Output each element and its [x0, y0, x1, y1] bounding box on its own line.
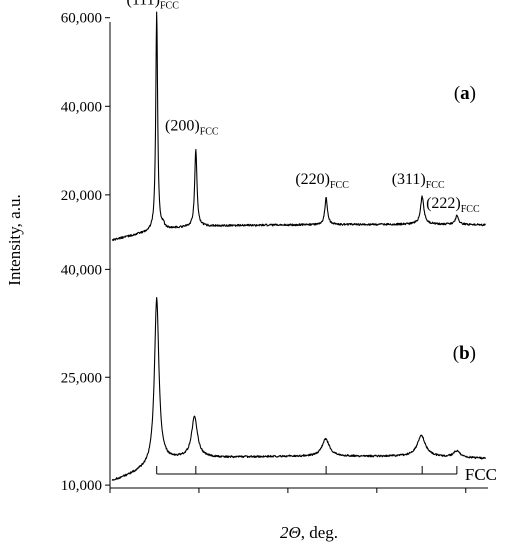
peak-label-phase: FCC	[200, 127, 219, 138]
panel-label-b: (b)	[453, 343, 476, 364]
panel-letter: b	[459, 343, 470, 364]
text-layer: 2Θ, deg. Intensity, a.u. 20,000 40,000 60,00…	[5, 0, 497, 542]
peak-label-phase: FCC	[160, 0, 179, 11]
peak-label-miller: (200)	[165, 118, 200, 135]
x-axis-label: 2Θ, deg.	[280, 523, 338, 542]
peak-label: (111)FCC	[127, 0, 180, 11]
y-tick-label: 20,000	[61, 188, 102, 204]
x-axis-label-symbol: 2Θ	[280, 523, 301, 542]
y-tick-label: 25,000	[61, 370, 102, 386]
y-tick-label: 60,000	[61, 11, 102, 27]
x-axis-label-unit: , deg.	[301, 523, 338, 542]
y-tick-label: 40,000	[61, 262, 102, 278]
peak-label: (222)FCC	[426, 195, 480, 215]
peak-label-phase: FCC	[330, 180, 349, 191]
traces-layer	[111, 11, 486, 481]
y-tick-label: 10,000	[61, 478, 102, 494]
reference-label: FCC	[465, 465, 497, 484]
diffraction-trace-b	[111, 296, 486, 481]
panel-letter: a	[460, 83, 470, 104]
peak-label: (220)FCC	[295, 171, 349, 191]
diffraction-trace-a	[111, 11, 486, 242]
peak-label: (200)FCC	[165, 118, 219, 138]
y-tick-label: 40,000	[61, 99, 102, 115]
y-axis-label: Intensity, a.u.	[5, 194, 24, 285]
peak-label: (311)FCC	[392, 171, 445, 191]
peak-label-miller: (111)	[127, 0, 160, 8]
peak-label-phase: FCC	[461, 204, 480, 215]
axes-layer	[105, 17, 488, 493]
peak-label-miller: (220)	[295, 171, 330, 188]
panel-label-a: (a)	[454, 83, 476, 104]
peak-label-miller: (222)	[426, 195, 461, 212]
peak-label-phase: FCC	[426, 180, 445, 191]
peak-label-miller: (311)	[392, 171, 426, 188]
